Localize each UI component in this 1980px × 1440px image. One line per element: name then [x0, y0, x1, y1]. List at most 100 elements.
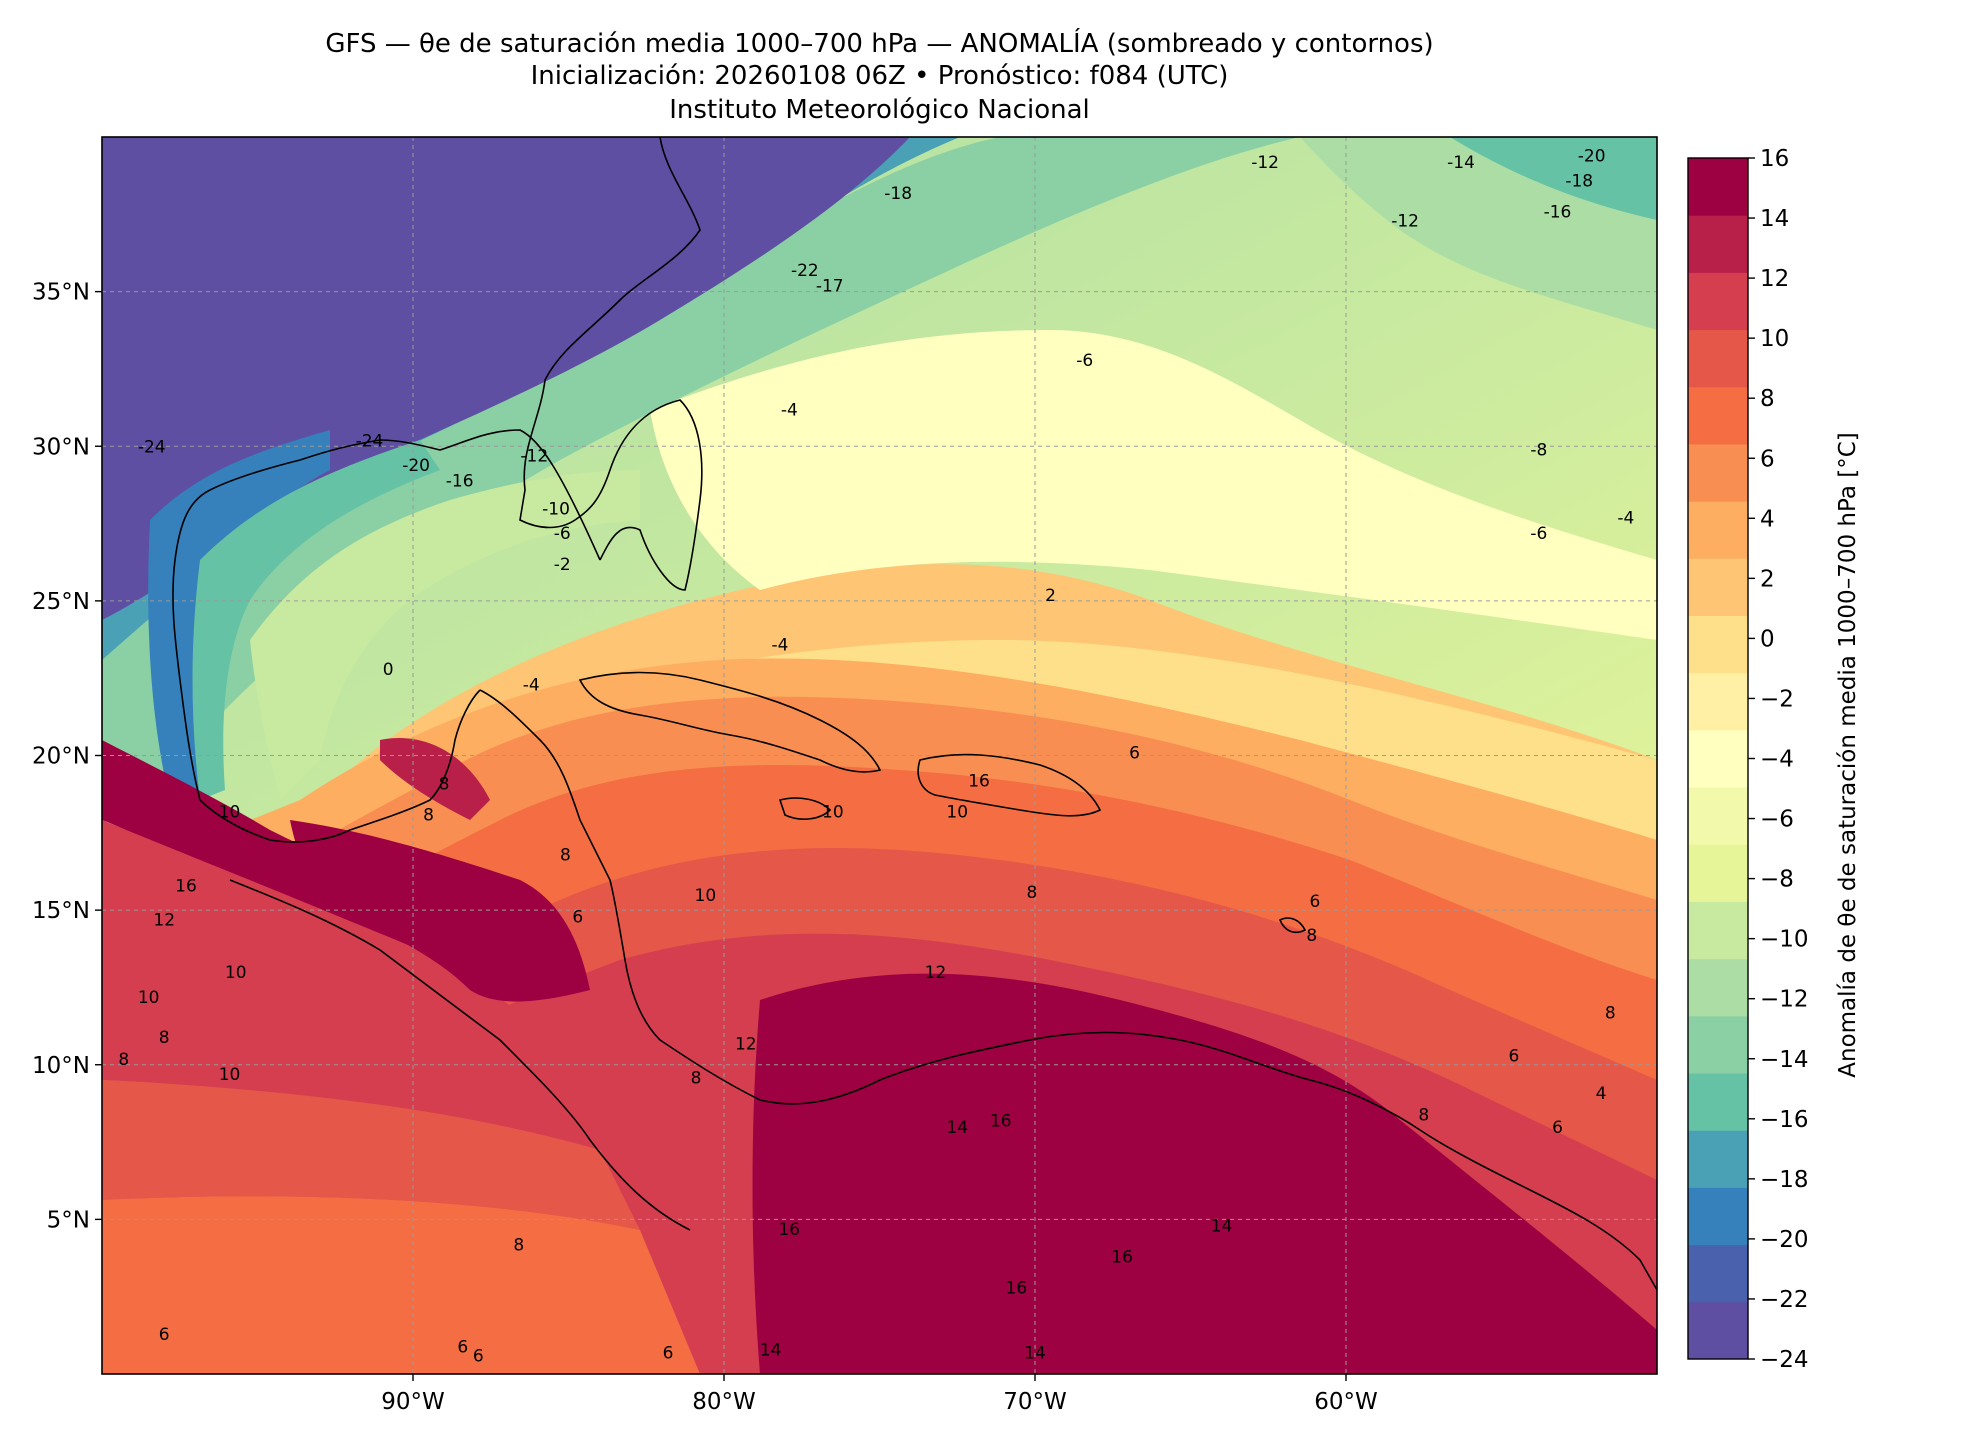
contour-label: 14 — [1024, 1344, 1046, 1364]
contour-label: 6 — [1552, 1118, 1563, 1138]
contour-label: -4 — [781, 400, 798, 420]
contour-label: 8 — [439, 775, 450, 795]
contour-label: 14 — [1211, 1217, 1233, 1237]
colorbar-tick-label: −6 — [1760, 807, 1794, 833]
colorbar-tick-label: −22 — [1760, 1287, 1809, 1313]
contour-label: -12 — [1391, 212, 1419, 232]
contour-label: 16 — [968, 771, 990, 791]
contour-label: -4 — [772, 635, 789, 655]
map-subtitle: Inicialización: 20260108 06Z • Pronóstic… — [530, 61, 1229, 91]
colorbar-tick-label: 4 — [1760, 506, 1775, 532]
contour-label: 6 — [572, 907, 583, 927]
contour-label: 8 — [513, 1235, 524, 1255]
contour-label: -10 — [542, 499, 570, 519]
colorbar-tick-label: −10 — [1760, 927, 1809, 953]
colorbar-tick-label: 6 — [1760, 446, 1775, 472]
map-institution: Instituto Meteorológico Nacional — [669, 95, 1090, 125]
colorbar-swatch — [1688, 329, 1748, 388]
x-tick-label: 70°W — [1003, 1389, 1067, 1415]
contour-label: 6 — [457, 1337, 468, 1357]
contour-label: 16 — [175, 877, 197, 897]
colorbar-tick-label: 0 — [1760, 626, 1775, 652]
contour-label: 6 — [473, 1347, 484, 1367]
map-title: GFS — θe de saturación media 1000–700 hP… — [325, 29, 1434, 59]
contour-labels: -12 -14 -20-18-16-12-18-22-17-6-4-8-4-6-24… — [118, 147, 1634, 1367]
colorbar-tick-label: 12 — [1760, 266, 1789, 292]
contour-label: -6 — [1076, 351, 1093, 371]
colorbar-swatch — [1688, 1244, 1748, 1303]
contour-label: 14 — [946, 1118, 968, 1138]
colorbar-tick-label: −12 — [1760, 987, 1809, 1013]
contour-label: 8 — [423, 805, 434, 825]
contour-label: 6 — [1129, 744, 1140, 764]
colorbar-swatch — [1688, 501, 1748, 559]
contour-label: 8 — [560, 846, 571, 866]
contour-label: 10 — [695, 886, 717, 906]
colorbar-tick-label: 10 — [1760, 326, 1789, 352]
y-tick-label: 15°N — [32, 898, 90, 924]
contour-label: 14 — [760, 1340, 782, 1360]
contour-label: 16 — [990, 1112, 1012, 1132]
y-tick-label: 25°N — [32, 589, 90, 615]
contour-label: 16 — [778, 1220, 800, 1240]
colorbar-tick-label: −16 — [1760, 1107, 1809, 1133]
y-tick-label: 35°N — [32, 280, 90, 306]
colorbar-tick-label: 2 — [1760, 566, 1775, 592]
contour-label: -17 — [816, 277, 844, 297]
contour-label: 8 — [159, 1028, 170, 1048]
colorbar-tick-label: −18 — [1760, 1167, 1809, 1193]
colorbar-tick-label: −20 — [1760, 1227, 1809, 1253]
colorbar-swatch — [1688, 787, 1748, 845]
contour-label: 6 — [663, 1344, 674, 1364]
contour-label: 8 — [691, 1068, 702, 1088]
colorbar-tick-label: −4 — [1760, 747, 1794, 773]
contour-label: -24 — [138, 437, 166, 457]
contour-label: 10 — [822, 802, 844, 822]
y-tick-label: 10°N — [32, 1053, 90, 1079]
colorbar-swatch — [1688, 272, 1748, 331]
colorbar-tick-label: −8 — [1760, 867, 1794, 893]
contour-label: -8 — [1530, 441, 1547, 461]
contour-label: -20 — [402, 456, 430, 476]
contour-label: -20 — [1578, 147, 1606, 167]
colorbar-tick-label: 16 — [1760, 146, 1789, 172]
contour-label: 2 — [1045, 586, 1056, 606]
contour-label: 6 — [1509, 1047, 1520, 1067]
contour-label: 12 — [735, 1034, 757, 1054]
contour-label: -4 — [523, 676, 540, 696]
contour-label: 10 — [219, 1065, 241, 1085]
colorbar-swatch — [1688, 158, 1748, 216]
colorbar-swatch — [1688, 386, 1748, 445]
colorbar-swatch — [1688, 1187, 1748, 1246]
colorbar-swatch — [1688, 443, 1748, 502]
contour-label: 4 — [1596, 1084, 1607, 1104]
contour-label: 6 — [1309, 892, 1320, 912]
contour-label: -2 — [554, 555, 571, 575]
colorbar-tick-label: 8 — [1760, 386, 1775, 412]
x-tick-label: 60°W — [1314, 1389, 1378, 1415]
contour-label: 8 — [1306, 926, 1317, 946]
colorbar-swatch — [1688, 615, 1748, 674]
contour-label: 8 — [1418, 1105, 1429, 1125]
contour-label: -24 — [356, 431, 384, 451]
contour-label: 16 — [1006, 1279, 1028, 1299]
contour-label: 8 — [1605, 1003, 1616, 1023]
colorbar-swatch — [1688, 215, 1748, 273]
colorbar-swatch — [1688, 1073, 1748, 1131]
coastline — [172, 137, 1657, 1291]
colorbar-label: Anomalía de θe de saturación media 1000–… — [1835, 432, 1861, 1077]
colorbar-swatch — [1688, 1130, 1748, 1188]
colorbar: 16 14 12 10 8 6 4 2 0 −2 −4 −6 −8 −10 −12 −14 −16 −18 −20 −… — [1687, 146, 1809, 1373]
colorbar-swatch — [1688, 1015, 1748, 1074]
colorbar-tick-label: 14 — [1760, 206, 1789, 232]
contour-label: 8 — [1026, 883, 1037, 903]
contour-label: -6 — [554, 524, 571, 544]
contour-label: 10 — [219, 802, 241, 822]
map-gridlines — [102, 137, 1657, 1374]
contour-label: 10 — [225, 963, 247, 983]
contour-label: -12 — [520, 447, 548, 467]
contour-label: -22 — [791, 261, 819, 281]
contour-label: -18 — [1565, 171, 1593, 191]
y-tick-label: 20°N — [32, 744, 90, 770]
